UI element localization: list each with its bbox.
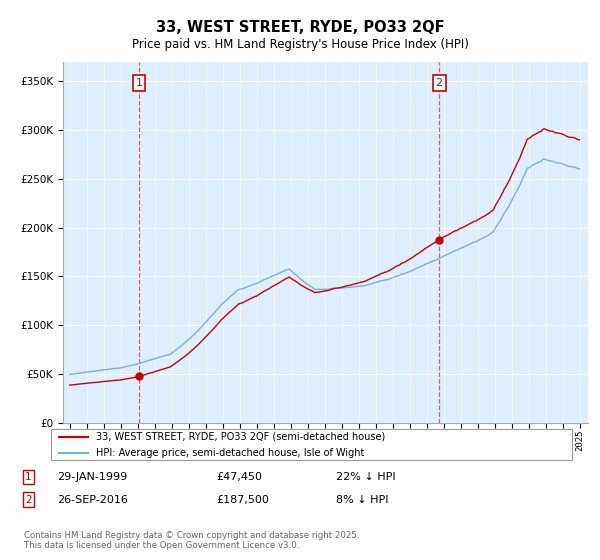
Text: 29-JAN-1999: 29-JAN-1999 — [57, 472, 127, 482]
Text: 33, WEST STREET, RYDE, PO33 2QF: 33, WEST STREET, RYDE, PO33 2QF — [155, 20, 445, 35]
FancyBboxPatch shape — [50, 429, 572, 460]
Text: 2: 2 — [25, 494, 32, 505]
Text: £47,450: £47,450 — [216, 472, 262, 482]
Text: HPI: Average price, semi-detached house, Isle of Wight: HPI: Average price, semi-detached house,… — [95, 447, 364, 458]
Text: 22% ↓ HPI: 22% ↓ HPI — [336, 472, 395, 482]
Text: 26-SEP-2016: 26-SEP-2016 — [57, 494, 128, 505]
Text: 2: 2 — [436, 78, 443, 88]
Text: 33, WEST STREET, RYDE, PO33 2QF (semi-detached house): 33, WEST STREET, RYDE, PO33 2QF (semi-de… — [95, 432, 385, 442]
Text: 8% ↓ HPI: 8% ↓ HPI — [336, 494, 389, 505]
Text: Price paid vs. HM Land Registry's House Price Index (HPI): Price paid vs. HM Land Registry's House … — [131, 38, 469, 51]
Text: £187,500: £187,500 — [216, 494, 269, 505]
Text: 1: 1 — [136, 78, 143, 88]
Text: 1: 1 — [25, 472, 32, 482]
Text: Contains HM Land Registry data © Crown copyright and database right 2025.
This d: Contains HM Land Registry data © Crown c… — [24, 531, 359, 550]
